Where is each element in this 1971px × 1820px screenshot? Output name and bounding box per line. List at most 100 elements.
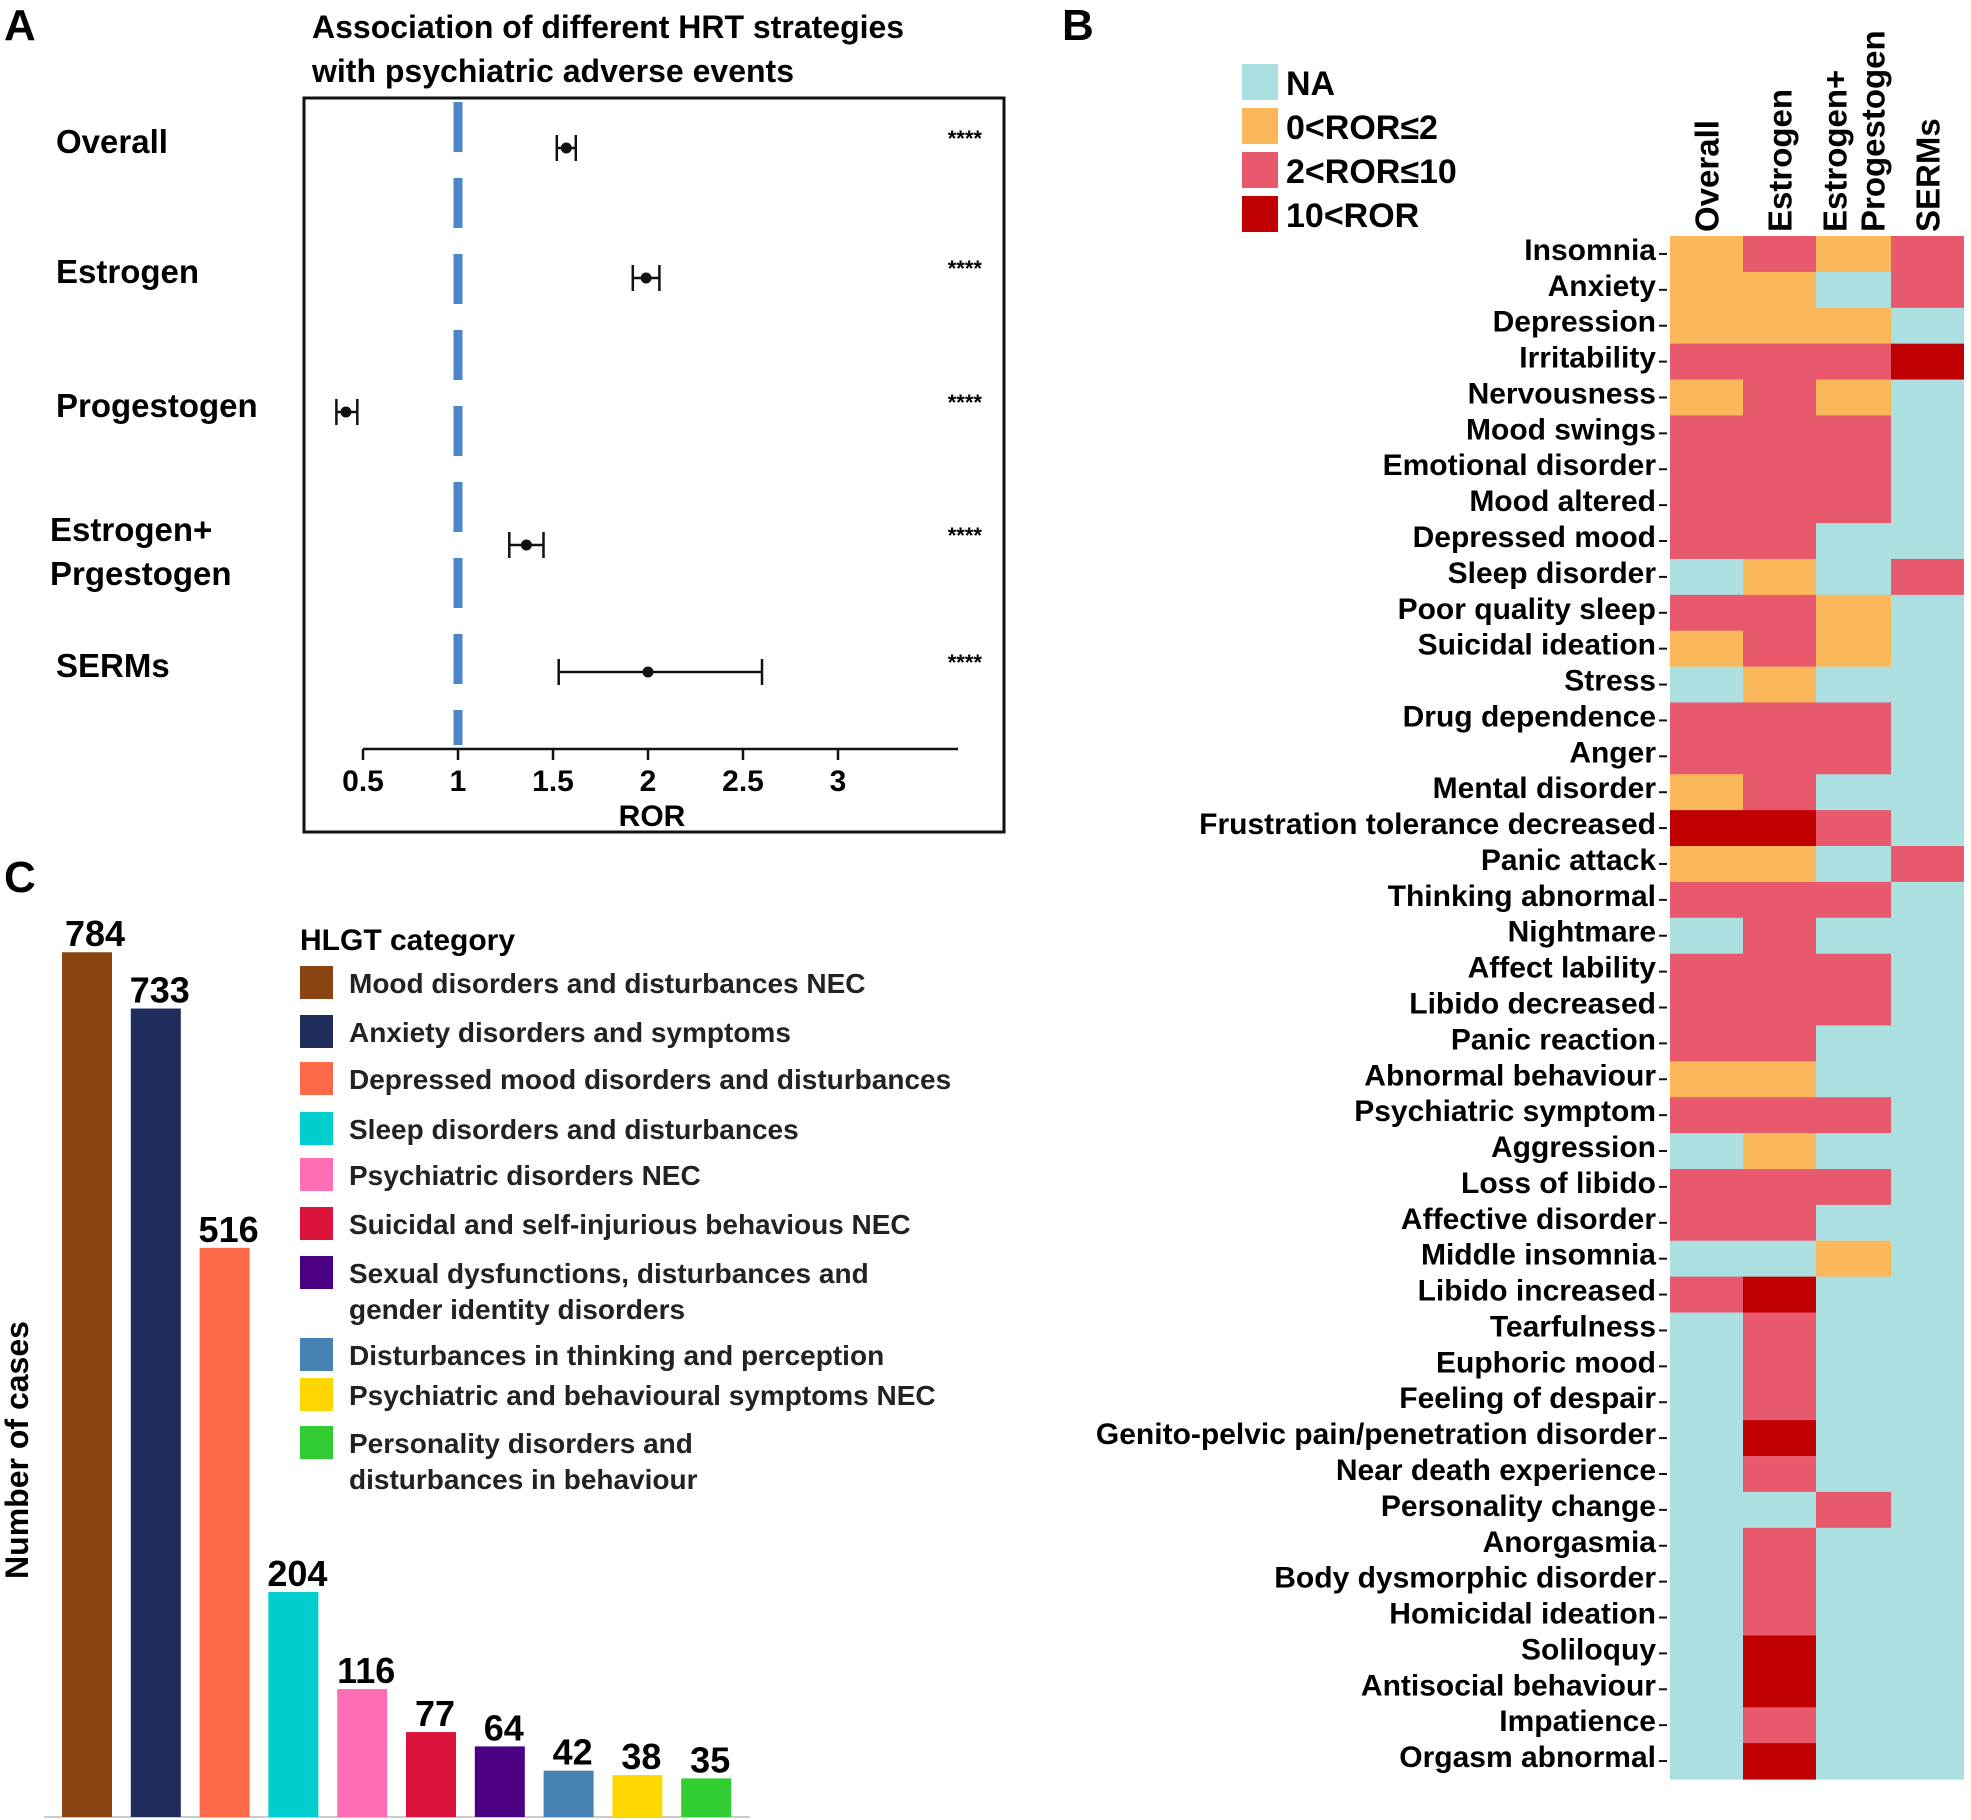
ror-point [520,539,532,551]
heatmap-cell [1816,1025,1891,1062]
legend-swatch [300,1158,333,1191]
heatmap-cell [1670,738,1743,775]
heatmap-cell [1891,487,1964,524]
row-label: Libido increased [1418,1275,1667,1308]
heatmap-cell [1743,1743,1816,1780]
heatmap-cell [1891,1348,1964,1385]
legend-item: Psychiatric disorders NEC [300,1158,701,1191]
bar-group: 784 [62,913,125,1817]
heatmap-cell [1816,1563,1891,1601]
heatmap-cell [1816,236,1891,273]
bar-value-label: 733 [130,970,190,1011]
heatmap-cell [1670,1563,1743,1601]
heatmap-cell [1816,630,1891,668]
row-label-text: Libido decreased [1409,988,1656,1021]
heatmap-cell [1743,1456,1816,1493]
row-label-text: Depression [1493,306,1656,339]
heatmap-cell [1891,1025,1964,1062]
heatmap-cell [1816,989,1891,1027]
heatmap-cell [1670,1743,1743,1780]
heatmap-cell [1891,1384,1964,1421]
heatmap-cell [1743,1635,1816,1672]
forest-row: SERMs **** [56,647,982,685]
row-label-text: Middle insomnia [1421,1239,1656,1272]
legend-item: 0<ROR≤2 [1242,108,1438,147]
heatmap-cell [1891,1240,1964,1278]
heatmap-cell [1743,774,1816,811]
row-label-text: Frustration tolerance decreased [1199,808,1656,841]
heatmap-cell [1670,271,1743,309]
heatmap-legend: NA 0<ROR≤2 2<ROR≤10 10<ROR [1242,64,1457,235]
row-label-text: Feeling of despair [1399,1382,1656,1415]
row-label-text: Libido increased [1418,1275,1656,1308]
row-label-text: Soliloquy [1521,1633,1656,1666]
heatmap-cell [1670,1025,1743,1062]
heatmap-cell [1891,630,1964,668]
legend-swatch [300,1256,333,1289]
forest-row: Progestogen **** [56,387,982,425]
x-tick-label: 2.5 [722,765,764,798]
bar-group: 64 [474,1707,525,1817]
heatmap-cell [1670,307,1743,345]
row-label-text: Anxiety [1548,270,1657,303]
ror-point [560,142,572,154]
heatmap: NA 0<ROR≤2 2<ROR≤10 10<ROR Overall Estrogen E… [1096,30,1964,1780]
heatmap-cell [1816,810,1891,847]
forest-rows: Overall ****Estrogen ****Progestogen ****Es… [50,123,982,685]
heatmap-cell [1891,1707,1964,1744]
x-tick-label: 2 [640,765,657,798]
heatmap-cell [1670,774,1743,811]
bar-value-label: 64 [484,1707,524,1748]
legend-item: Depressed mood disorders and disturbance… [300,1062,951,1095]
heatmap-cell [1891,523,1964,560]
heatmap-cell [1743,451,1816,488]
heatmap-cell [1891,594,1964,632]
heatmap-cell [1891,738,1964,775]
heatmap-cell [1743,738,1816,775]
legend-label: Anxiety disorders and symptoms [349,1017,791,1048]
bar-value-label: 77 [415,1693,455,1734]
row-label-text: Anger [1569,736,1656,769]
forest-row-label: Progestogen [56,387,258,424]
row-label: Irritability [1519,342,1667,375]
heatmap-cell [1891,1204,1964,1242]
heatmap-cell [1743,1204,1816,1242]
heatmap-cell [1743,1025,1816,1062]
heatmap-cell [1670,487,1743,524]
heatmap-cell [1670,1097,1743,1134]
heatmap-cell [1816,379,1891,417]
heatmap-cell [1891,307,1964,345]
forest-x-label: ROR [619,800,686,833]
heatmap-column-labels: Overall Estrogen Estrogen+ Progestogen SERMs [1689,30,1947,232]
heatmap-row-labels: InsomniaAnxietyDepressionIrritabilityNer… [1096,234,1667,1774]
row-label-text: Body dysmorphic disorder [1274,1562,1656,1595]
heatmap-cell [1743,917,1816,955]
row-label-text: Suicidal ideation [1418,629,1656,662]
legend-label: Sleep disorders and disturbances [349,1114,799,1145]
legend-swatch [300,1062,333,1095]
heatmap-cell [1670,917,1743,955]
heatmap-cell [1816,666,1891,704]
legend-item: Personality disorders and disturbances i… [300,1426,698,1495]
heatmap-cell [1891,1133,1964,1170]
column-label-line: Estrogen [1762,89,1799,232]
heatmap-cell [1670,415,1743,452]
heatmap-cell [1670,1599,1743,1637]
forest-row-label: Prgestogen [50,555,232,592]
bar [130,1008,181,1817]
heatmap-cell [1743,702,1816,739]
row-label-text: Orgasm abnormal [1399,1741,1656,1774]
row-label: Nightmare [1508,916,1667,949]
heatmap-cell [1891,846,1964,883]
heatmap-cell [1816,953,1891,991]
row-label: Depressed mood [1413,521,1667,554]
heatmap-cell [1743,487,1816,524]
heatmap-cell [1891,451,1964,488]
x-tick-label: 1.5 [532,765,574,798]
bar-value-label: 35 [690,1739,730,1780]
heatmap-cell [1670,1384,1743,1421]
bar-value-label: 42 [553,1732,593,1773]
heatmap-cell [1891,343,1964,381]
heatmap-cell [1891,953,1964,991]
row-label-text: Panic reaction [1451,1023,1656,1056]
